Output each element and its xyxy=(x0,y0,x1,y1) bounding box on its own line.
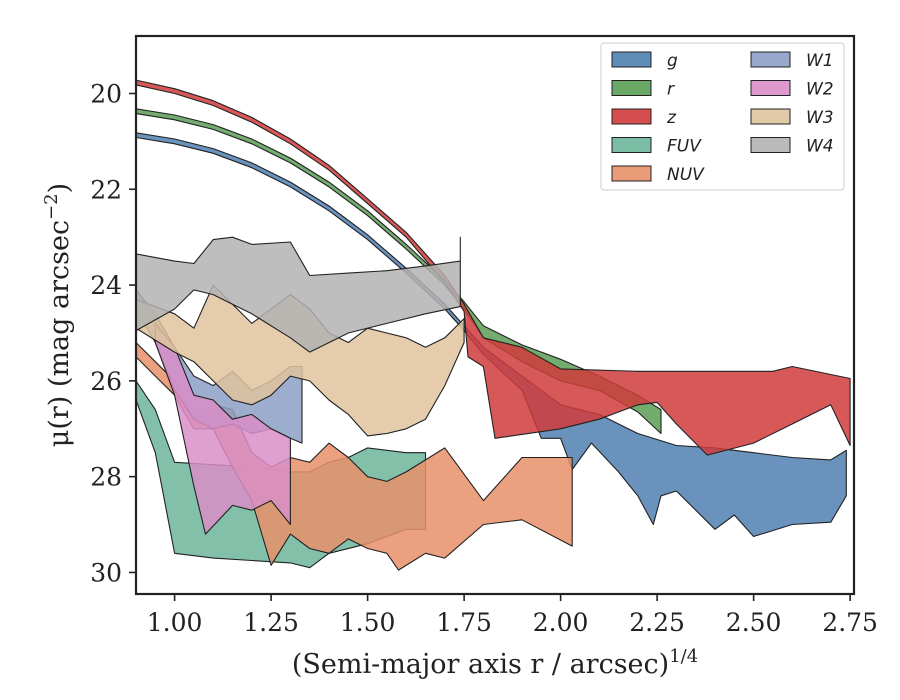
series-layer xyxy=(136,79,851,571)
legend-swatch-w2 xyxy=(750,80,791,96)
legend-swatch-nuv xyxy=(611,165,652,182)
legend-swatch-fuv xyxy=(611,137,652,153)
legend-swatch-z xyxy=(611,108,652,125)
y-axis-label: μ(r) (mag arcsec−2) xyxy=(41,183,75,447)
x-axis-label: (Semi-major axis r / arcsec)1/4 xyxy=(292,646,698,680)
legend-swatch-w1 xyxy=(750,51,791,68)
legend-label-z: z xyxy=(666,108,677,128)
y-tick-label: 22 xyxy=(90,175,122,204)
legend-label-w1: W1 xyxy=(806,51,834,71)
y-axis: 20 22 24 26 28 30 xyxy=(90,79,136,587)
legend-swatch-g xyxy=(611,51,652,68)
x-tick-label: 2.50 xyxy=(726,608,782,637)
y-tick-label: 20 xyxy=(90,79,122,108)
legend-label-nuv: NUV xyxy=(667,165,705,185)
x-tick-label: 2.75 xyxy=(822,608,878,637)
y-tick-label: 26 xyxy=(90,367,122,396)
x-tick-label: 1.00 xyxy=(147,608,203,637)
legend-label-fuv: FUV xyxy=(667,137,702,157)
legend-swatch-w4 xyxy=(750,137,791,153)
x-tick-label: 2.00 xyxy=(533,608,589,637)
y-tick-label: 30 xyxy=(90,558,122,587)
plot-frame xyxy=(134,34,856,596)
legend-label-w4: W4 xyxy=(806,137,834,157)
x-tick-label: 1.25 xyxy=(243,608,299,637)
legend-swatch-w3 xyxy=(750,108,791,125)
legend-label-r: r xyxy=(667,80,675,100)
legend-label-g: g xyxy=(667,51,678,71)
legend-frame xyxy=(600,42,845,191)
x-tick-label: 1.75 xyxy=(436,608,492,637)
series-band-w4 xyxy=(136,236,461,353)
series-band-z xyxy=(136,79,851,456)
series-band-w2 xyxy=(154,322,291,535)
legend-swatch-r xyxy=(611,80,652,96)
x-tick-label: 1.50 xyxy=(340,608,396,637)
x-axis: 1.00 1.25 1.50 1.75 2.00 2.25 2.50 2.75 xyxy=(147,594,878,637)
legend: grz FUV NUV W1 W2 W3 W4 xyxy=(600,42,845,191)
legend-label-w3: W3 xyxy=(806,108,834,128)
y-tick-label: 24 xyxy=(90,271,122,300)
x-tick-label: 2.25 xyxy=(629,608,685,637)
legend-label-w2: W2 xyxy=(806,80,834,100)
y-tick-label: 28 xyxy=(90,463,122,492)
